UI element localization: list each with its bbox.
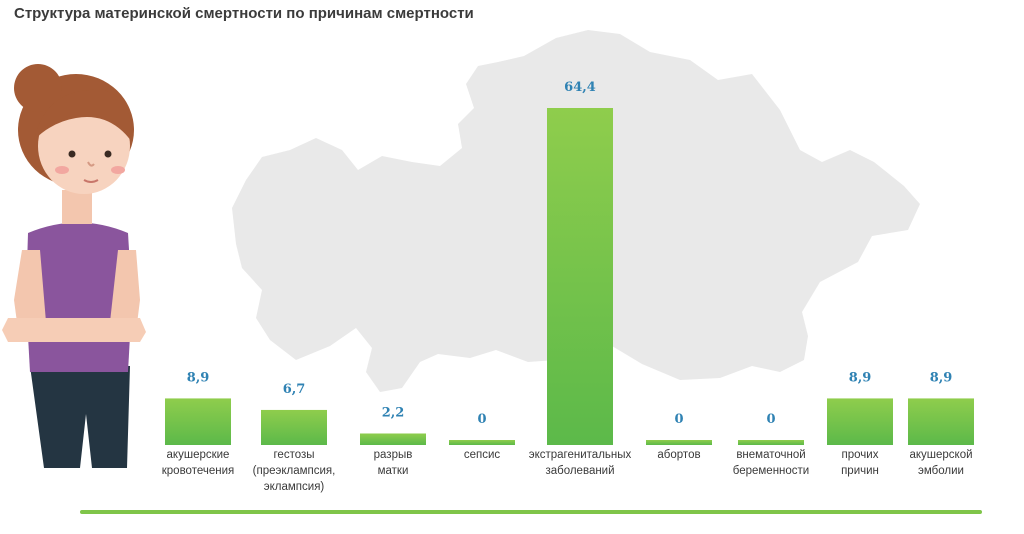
category-label-3: сепсис (464, 449, 501, 461)
category-label-0: акушерские кровотечения (162, 449, 235, 477)
woman-arm-right (110, 250, 140, 336)
value-label-4: 64,4 (564, 80, 596, 95)
value-label-2: 2,2 (382, 405, 405, 420)
value-label-0: 8,9 (187, 370, 210, 385)
bar-1 (261, 409, 327, 445)
bar-4 (547, 108, 613, 445)
value-label-8: 8,9 (930, 370, 953, 385)
chart-title: Структура материнской смертности по прич… (14, 5, 474, 22)
woman-trousers (30, 366, 130, 468)
category-label-7: прочих причин (841, 449, 879, 477)
value-label-1: 6,7 (283, 382, 306, 397)
category-label-5: абортов (657, 449, 700, 461)
woman-cheek-left (55, 166, 69, 174)
category-label-8: акушерской эмболии (909, 449, 972, 477)
woman-hair-bun (14, 64, 62, 112)
woman-mouth (83, 179, 99, 183)
category-label-2: разрыв матки (374, 449, 413, 477)
category-label-6: внематочной беременности (733, 449, 810, 477)
bar-3 (449, 440, 515, 445)
bar-7 (827, 398, 893, 445)
bar-8 (908, 398, 974, 445)
woman-fringe (34, 89, 133, 142)
bar-2 (360, 433, 426, 445)
bar-0 (165, 398, 231, 445)
value-label-6: 0 (766, 412, 775, 427)
value-label-5: 0 (674, 412, 683, 427)
woman-arm-left (14, 250, 46, 336)
woman-eye-right (104, 150, 112, 158)
bar-6 (738, 440, 804, 445)
chart-baseline (80, 510, 982, 514)
woman-neck (62, 190, 92, 224)
bar-5 (646, 440, 712, 445)
woman-nose (87, 161, 95, 167)
woman-forearms (2, 318, 146, 342)
woman-cheek-right (111, 166, 125, 174)
category-label-4: экстрагенитальных заболеваний (529, 449, 632, 477)
category-label-1: гестозы (преэклампсия, эклампсия) (253, 449, 336, 493)
value-label-3: 0 (477, 412, 486, 427)
value-label-7: 8,9 (849, 370, 872, 385)
woman-eye-left (68, 150, 76, 158)
